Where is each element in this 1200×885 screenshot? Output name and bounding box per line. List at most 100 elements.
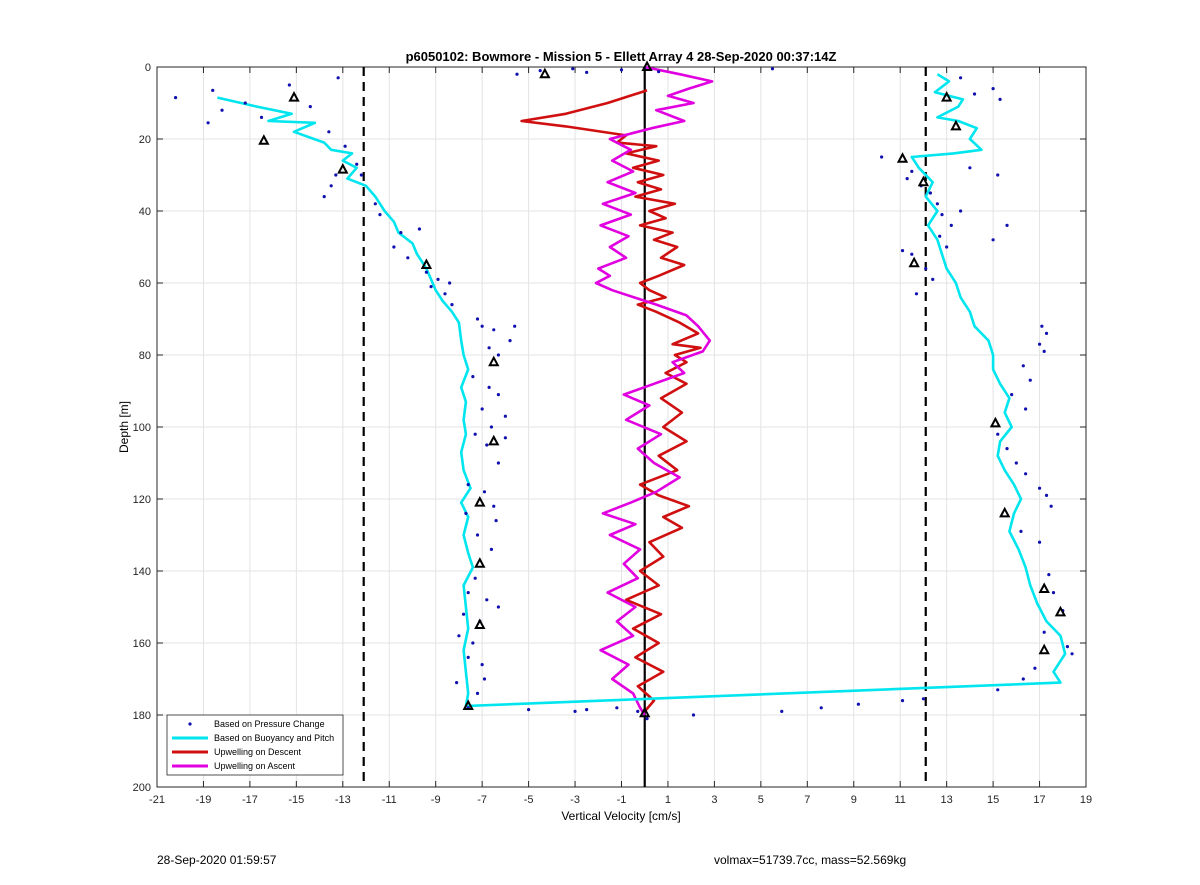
data-point [1065,645,1070,649]
y-tick-label: 160 [133,638,151,650]
data-point [1042,349,1046,353]
triangle-marker [420,258,433,269]
data-point [373,202,377,206]
legend-item-descent: Upwelling on Descent [172,747,302,757]
data-point [998,97,1002,101]
data-point [429,285,433,289]
data-point [914,292,919,296]
data-point [475,533,480,537]
data-point [443,292,447,296]
x-tick-label: 9 [851,794,857,806]
x-tick-label: -11 [382,794,397,806]
y-tick-label: 180 [133,710,151,722]
x-tick-label: 17 [1033,794,1045,806]
x-tick-label: 11 [894,794,905,806]
x-tick-label: 3 [711,794,717,806]
legend-marker-pressure [188,722,192,726]
data-point [931,277,935,281]
data-point [173,96,178,100]
data-point [958,76,963,80]
data-point [991,238,995,242]
data-point [1049,504,1053,508]
data-point [482,677,487,681]
legend: Based on Pressure Change Based on Buoyan… [166,714,344,776]
data-point [645,717,649,721]
data-point [487,385,491,389]
x-tick-label: -19 [195,794,211,806]
data-point [571,67,575,71]
data-point [461,612,466,616]
data-point [527,708,531,712]
data-point [905,177,909,181]
data-series [173,60,1074,721]
y-tick-label: 100 [133,422,151,434]
triangle-marker [908,256,920,268]
data-point [819,706,823,710]
data-point [1037,486,1042,490]
triangle-marker [950,119,962,131]
series-2 [520,89,702,713]
data-point [770,67,775,71]
data-point [243,101,247,105]
data-point [1051,591,1056,595]
x-tick-label: 1 [665,794,671,806]
data-point [928,191,932,195]
x-tick-label: -13 [335,794,351,806]
data-point [466,483,470,487]
triangle-marker [488,434,500,446]
data-point [691,713,696,717]
data-point [471,375,475,379]
data-point [1044,331,1049,335]
data-point [492,328,496,332]
data-point [496,353,501,357]
data-point [424,270,429,274]
data-point [287,83,291,87]
triangle-marker [641,60,653,71]
triangle-marker [474,495,486,507]
data-point [1047,573,1051,577]
data-point [336,76,340,80]
legend-label-pressure: Based on Pressure Change [214,719,325,729]
data-point [485,443,489,447]
data-point [856,702,860,706]
x-tick-label: 13 [941,794,953,806]
triangle-marker [1038,643,1050,655]
data-point [996,688,1000,692]
x-tick-label: -5 [524,794,534,806]
x-tick-label: -21 [149,794,165,806]
data-point [619,68,624,72]
data-point [480,324,484,328]
series-line [217,73,1067,708]
triangle-marker [337,162,349,174]
data-point [1005,447,1009,451]
data-point [448,281,452,285]
data-point [940,213,944,217]
triangle-marker [488,355,500,367]
series-3 [594,65,714,716]
data-point [513,324,517,328]
y-axis-label: Depth [m] [117,401,131,453]
data-point [471,641,475,645]
data-point [406,256,410,260]
data-point [991,87,995,91]
data-point [900,699,905,703]
data-point [910,169,914,173]
data-point [322,195,326,199]
data-point [475,317,480,321]
data-point [457,634,461,638]
data-point [1033,666,1037,670]
triangle-marker [989,416,1002,428]
x-tick-label: -17 [242,794,258,806]
data-point [343,144,347,148]
data-point [503,436,507,440]
y-tick-label: 80 [139,350,151,362]
data-point [1019,529,1023,534]
data-point [308,105,312,109]
data-point [1021,677,1025,681]
data-point [392,245,396,249]
data-point [1024,472,1028,476]
data-point [489,547,494,552]
data-point [996,173,1000,177]
data-point [259,115,264,119]
